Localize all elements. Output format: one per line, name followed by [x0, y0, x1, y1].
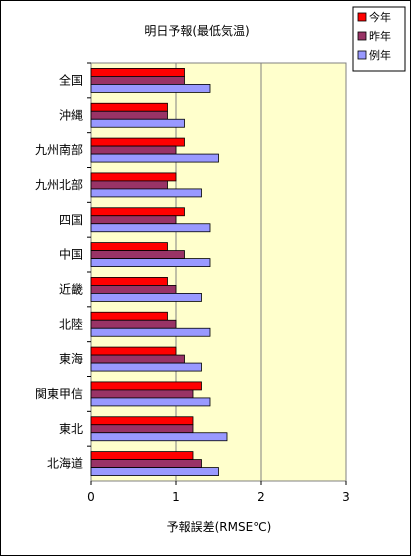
bar-3-10: [90, 397, 211, 407]
bar-2-10: [90, 389, 194, 399]
legend-swatch: [357, 31, 367, 41]
bar-3-3: [90, 153, 219, 163]
bar-2-11: [90, 424, 194, 434]
bar-2-5: [90, 215, 177, 225]
chart-title: 明日予報(最低気温): [144, 23, 249, 38]
bar-2-9: [90, 354, 185, 364]
category-label: 四国: [59, 213, 83, 227]
bar-1-6: [90, 242, 168, 251]
bar-1-1: [90, 68, 185, 77]
legend-label: 昨年: [369, 29, 391, 43]
gridlines: [175, 63, 262, 481]
legend-label: 例年: [369, 48, 391, 62]
x-axis-label: 予報誤差(RMSE℃): [167, 519, 272, 534]
bar-3-5: [90, 223, 211, 233]
category-label: 九州南部: [35, 142, 83, 157]
category-label: 沖縄: [59, 107, 83, 122]
category-label: 近畿: [59, 282, 83, 296]
bar-2-2: [90, 110, 168, 120]
bar-1-12: [90, 451, 194, 460]
bar-1-2: [90, 102, 168, 112]
bar-3-2: [90, 118, 185, 128]
bar-2-4: [90, 180, 168, 190]
bar-1-4: [90, 172, 177, 182]
bar-3-8: [90, 327, 211, 337]
legend-label: 今年: [369, 10, 391, 24]
plot-area: [90, 62, 347, 482]
bar-2-3: [90, 145, 177, 155]
category-label: 関東甲信: [35, 387, 83, 401]
bar-2-6: [90, 250, 185, 259]
x-tick-label: 2: [257, 490, 265, 504]
bar-1-7: [90, 277, 168, 286]
x-tick-label: 1: [172, 490, 180, 504]
bar-3-6: [90, 258, 211, 267]
bar-3-4: [90, 188, 202, 198]
bar-3-11: [90, 432, 228, 442]
bar-1-8: [90, 311, 168, 321]
x-tick-label: 0: [87, 490, 95, 504]
bar-2-7: [90, 285, 177, 294]
x-tick-label: 3: [342, 490, 350, 504]
bar-1-11: [90, 416, 194, 426]
bar-3-9: [90, 362, 202, 372]
bar-1-5: [90, 207, 185, 217]
bar-1-3: [90, 137, 185, 147]
bar-3-7: [90, 293, 202, 302]
bar-2-8: [90, 319, 177, 329]
category-label: 東北: [59, 422, 83, 436]
category-label: 東海: [59, 351, 83, 366]
bar-1-9: [90, 346, 177, 356]
x-tick-labels: 0 1 2 3: [87, 481, 350, 504]
bar-3-1: [90, 84, 211, 93]
category-label: 全国: [59, 72, 83, 87]
category-label: 中国: [59, 247, 83, 262]
bar-1-10: [90, 381, 202, 391]
category-label: 北海道: [47, 456, 83, 471]
legend-swatch: [357, 12, 367, 22]
bar-2-1: [90, 76, 185, 85]
category-label: 九州北部: [35, 177, 83, 192]
bar-2-12: [90, 459, 202, 468]
bar-3-12: [90, 467, 219, 476]
bars: [90, 68, 228, 476]
legend-swatch: [357, 50, 367, 60]
category-label: 北陸: [59, 317, 83, 331]
